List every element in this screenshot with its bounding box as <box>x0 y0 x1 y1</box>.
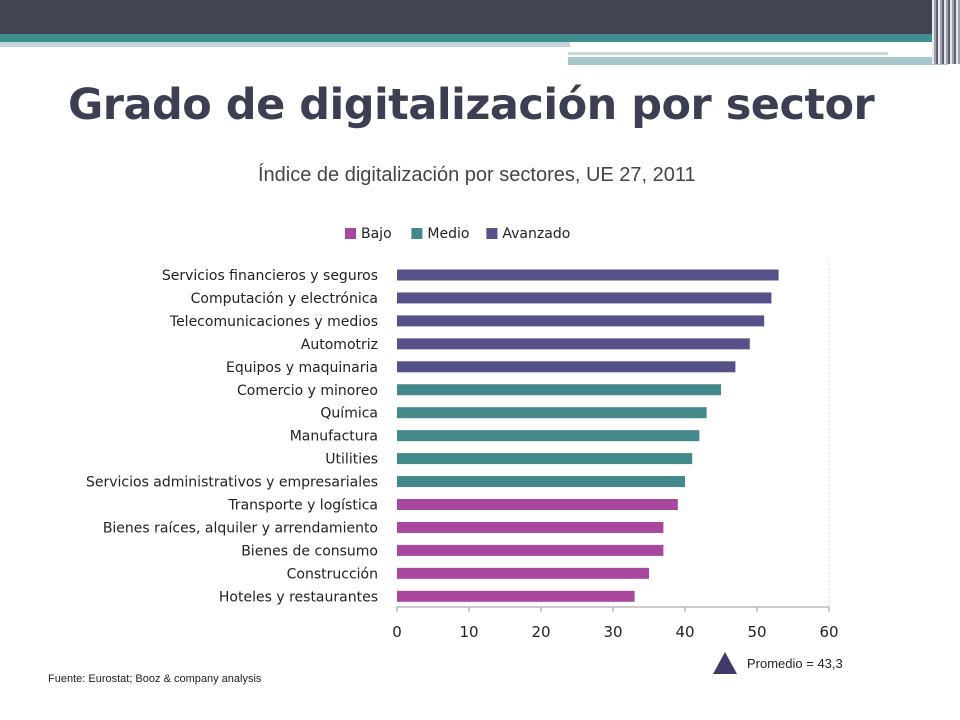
corner-stripes <box>932 0 960 64</box>
average-note: Promedio = 43,3 <box>713 652 843 674</box>
x-tick-label: 0 <box>392 623 402 641</box>
x-tick-label: 20 <box>531 623 550 641</box>
legend-swatch <box>345 228 356 239</box>
category-label: Automotriz <box>301 337 378 353</box>
bar <box>397 453 693 465</box>
bar <box>397 521 664 533</box>
legend-label: Medio <box>427 226 469 242</box>
x-tick-label: 40 <box>675 623 694 641</box>
category-label: Manufactura <box>290 429 378 445</box>
bar <box>397 315 765 327</box>
bar <box>397 499 678 510</box>
category-label: Servicios financieros y seguros <box>162 268 378 284</box>
category-label: Hoteles y restaurantes <box>219 589 378 605</box>
category-label: Bienes de consumo <box>241 543 378 559</box>
chart-title: Índice de digitalización por sectores, U… <box>258 164 696 186</box>
bar-chart: Bajo Medio Avanzado Servicios financieros y… <box>86 226 839 641</box>
light-band <box>0 42 570 47</box>
bar <box>397 361 736 373</box>
category-label: Construcción <box>287 566 378 582</box>
category-label: Comercio y minoreo <box>237 383 378 399</box>
bar <box>397 269 779 281</box>
bar <box>397 292 772 304</box>
category-label: Telecomunicaciones y medios <box>169 314 378 330</box>
triangle-icon <box>713 652 737 674</box>
legend-label: Avanzado <box>502 226 570 242</box>
category-label: Química <box>320 406 378 422</box>
x-tick-label: 60 <box>819 623 838 641</box>
category-label: Utilities <box>325 452 378 468</box>
bar <box>397 338 750 350</box>
bar <box>397 476 685 488</box>
legend-swatch <box>411 228 423 239</box>
bar <box>397 407 707 419</box>
bar <box>397 567 649 579</box>
slide-title: Grado de digitalización por sector <box>68 80 875 130</box>
category-label: Equipos y maquinaria <box>226 360 378 376</box>
source-note: Fuente: Eurostat; Booz & company analysi… <box>48 673 262 685</box>
top-bar <box>0 0 960 34</box>
category-label: Servicios administrativos y empresariale… <box>86 475 378 491</box>
right-band-thin <box>568 52 888 55</box>
x-tick-label: 30 <box>603 623 622 641</box>
x-tick-label: 50 <box>747 623 766 641</box>
category-label: Bienes raíces, alquiler y arrendamiento <box>103 520 378 536</box>
bar <box>397 590 635 602</box>
teal-band <box>0 34 960 42</box>
right-band <box>568 57 948 65</box>
category-label: Computación y electrónica <box>191 291 378 307</box>
average-label: Promedio = 43,3 <box>747 655 843 671</box>
x-tick-label: 10 <box>459 623 478 641</box>
category-label: Transporte y logística <box>227 498 378 514</box>
bar <box>397 430 700 442</box>
legend-swatch <box>486 228 498 239</box>
legend-label: Bajo <box>361 226 392 242</box>
bar <box>397 544 664 556</box>
bar <box>397 384 721 396</box>
